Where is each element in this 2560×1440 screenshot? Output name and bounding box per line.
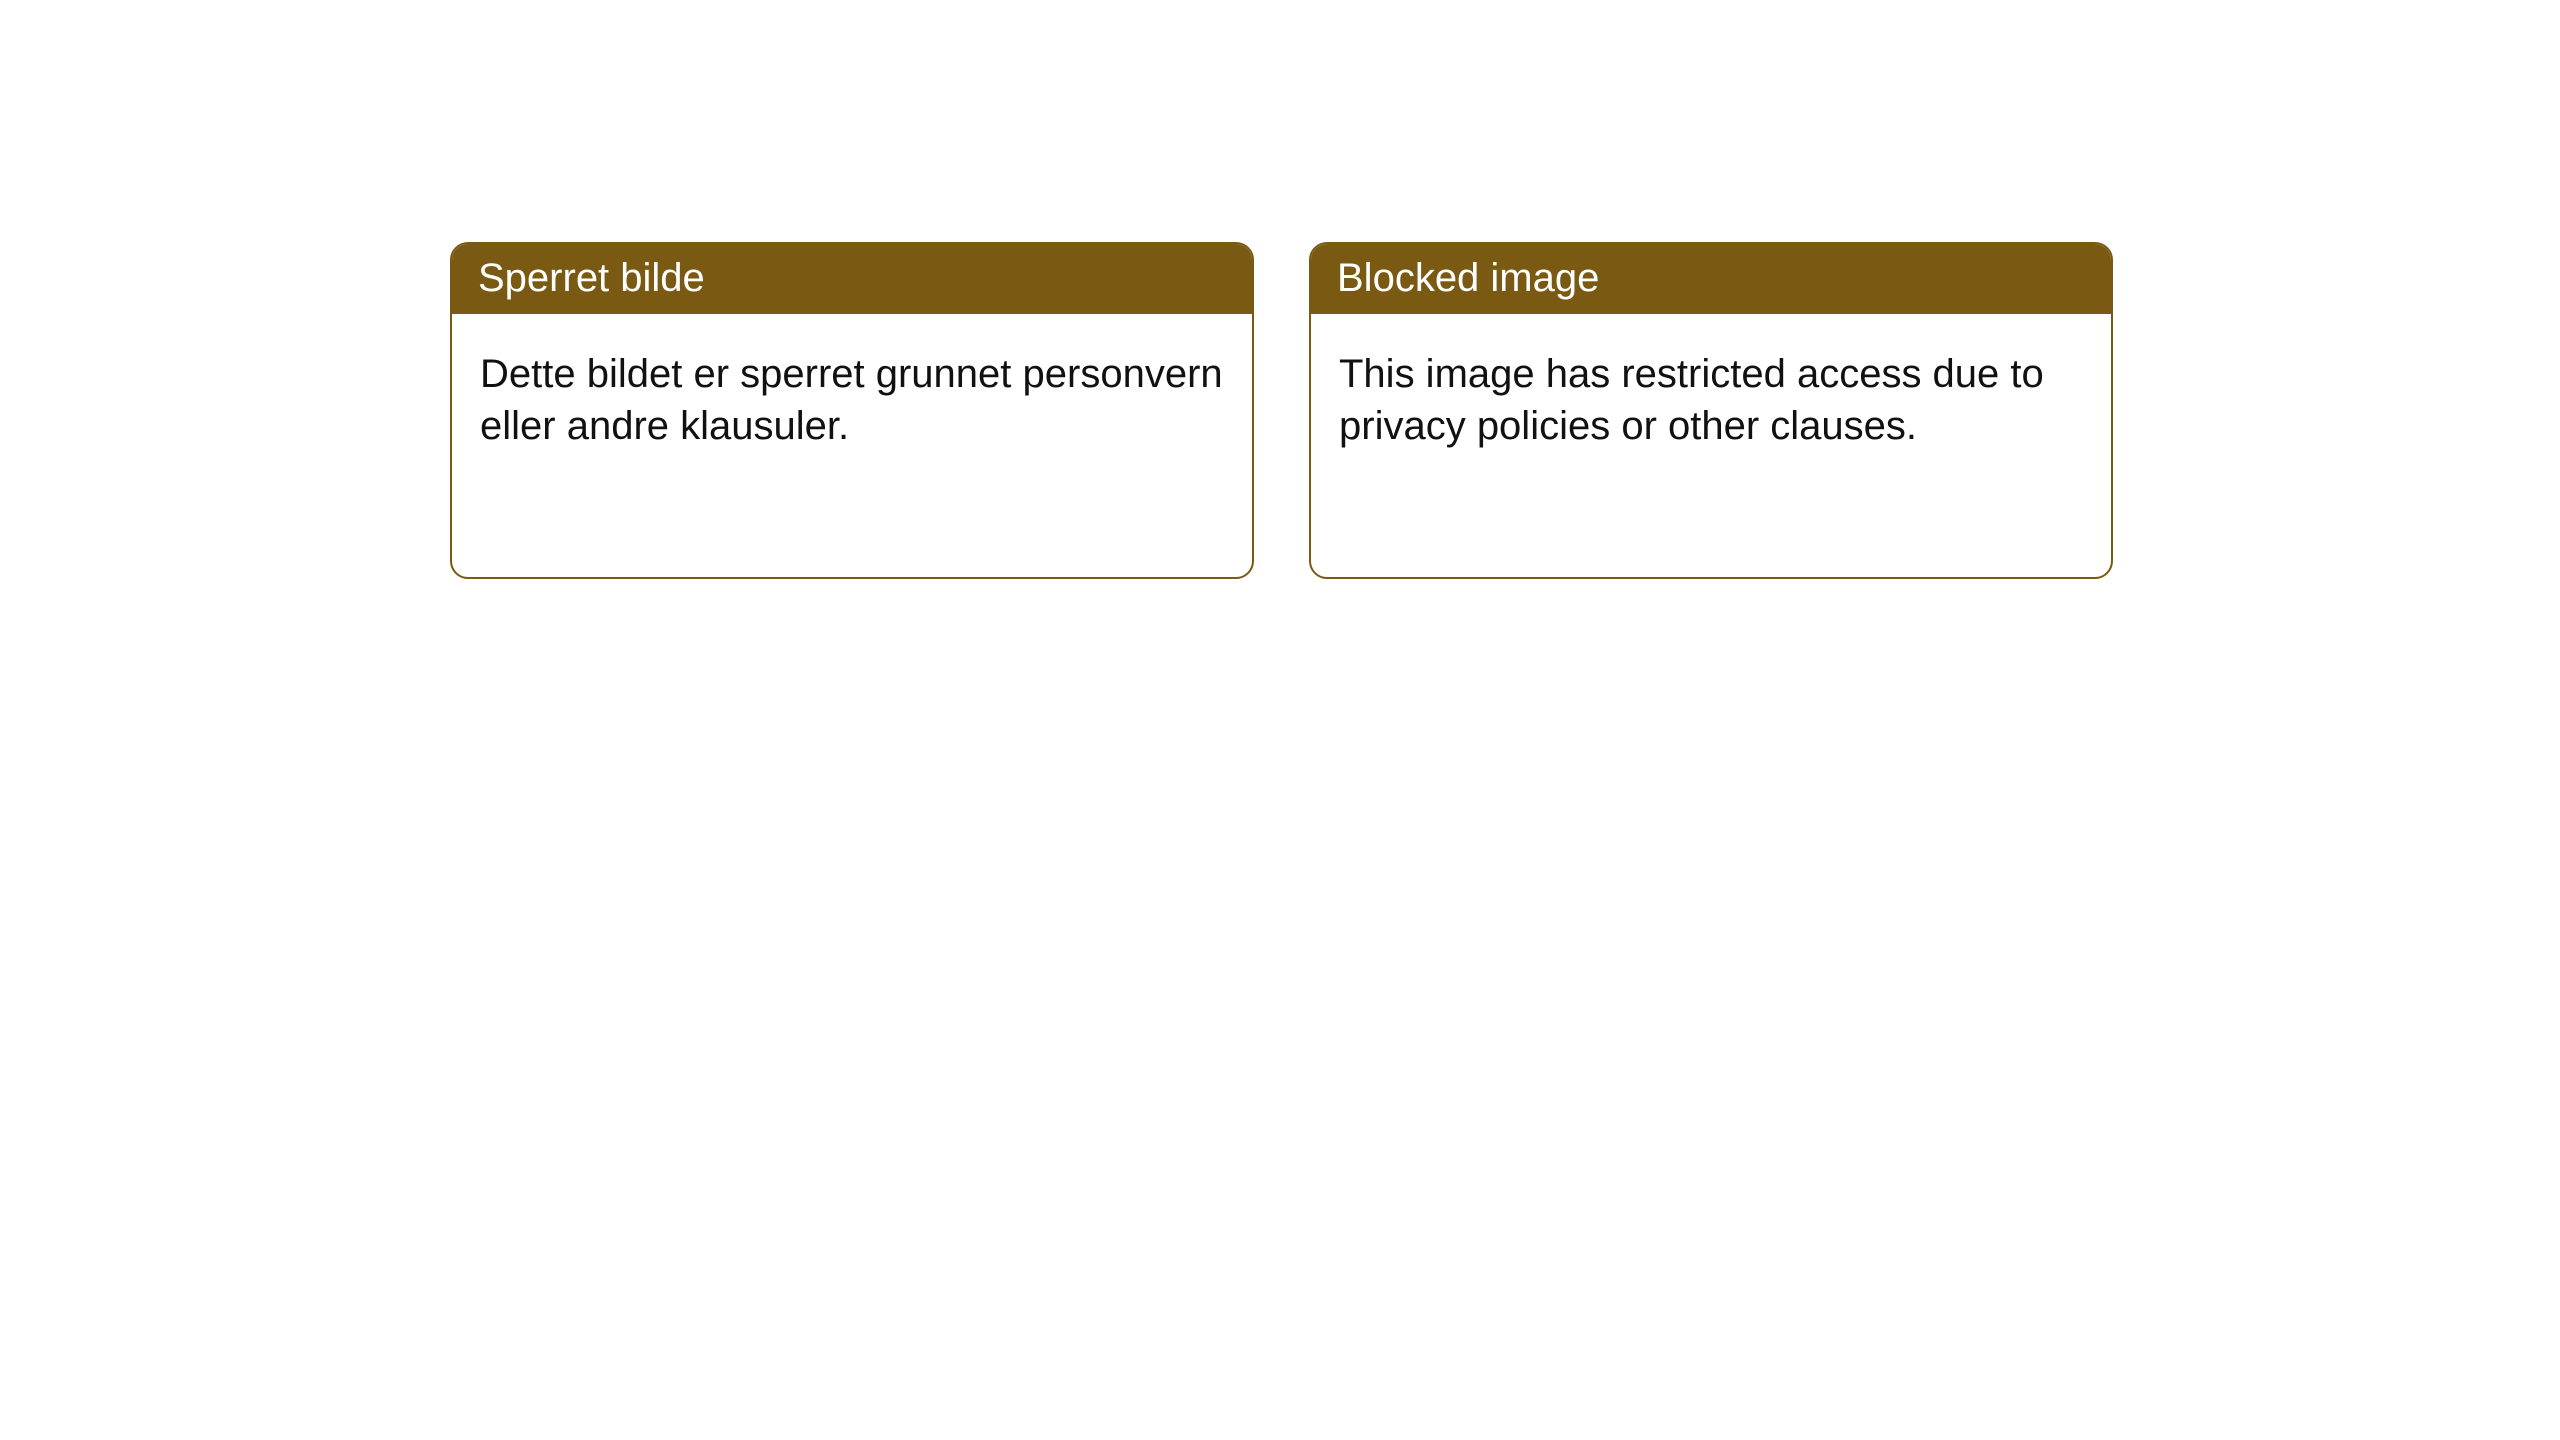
notice-container: Sperret bilde Dette bildet er sperret gr…	[450, 242, 2113, 579]
notice-card-body: This image has restricted access due to …	[1311, 314, 2111, 486]
notice-card-norwegian: Sperret bilde Dette bildet er sperret gr…	[450, 242, 1254, 579]
notice-card-english: Blocked image This image has restricted …	[1309, 242, 2113, 579]
notice-card-header: Sperret bilde	[452, 244, 1252, 314]
notice-card-body: Dette bildet er sperret grunnet personve…	[452, 314, 1252, 486]
notice-card-header: Blocked image	[1311, 244, 2111, 314]
